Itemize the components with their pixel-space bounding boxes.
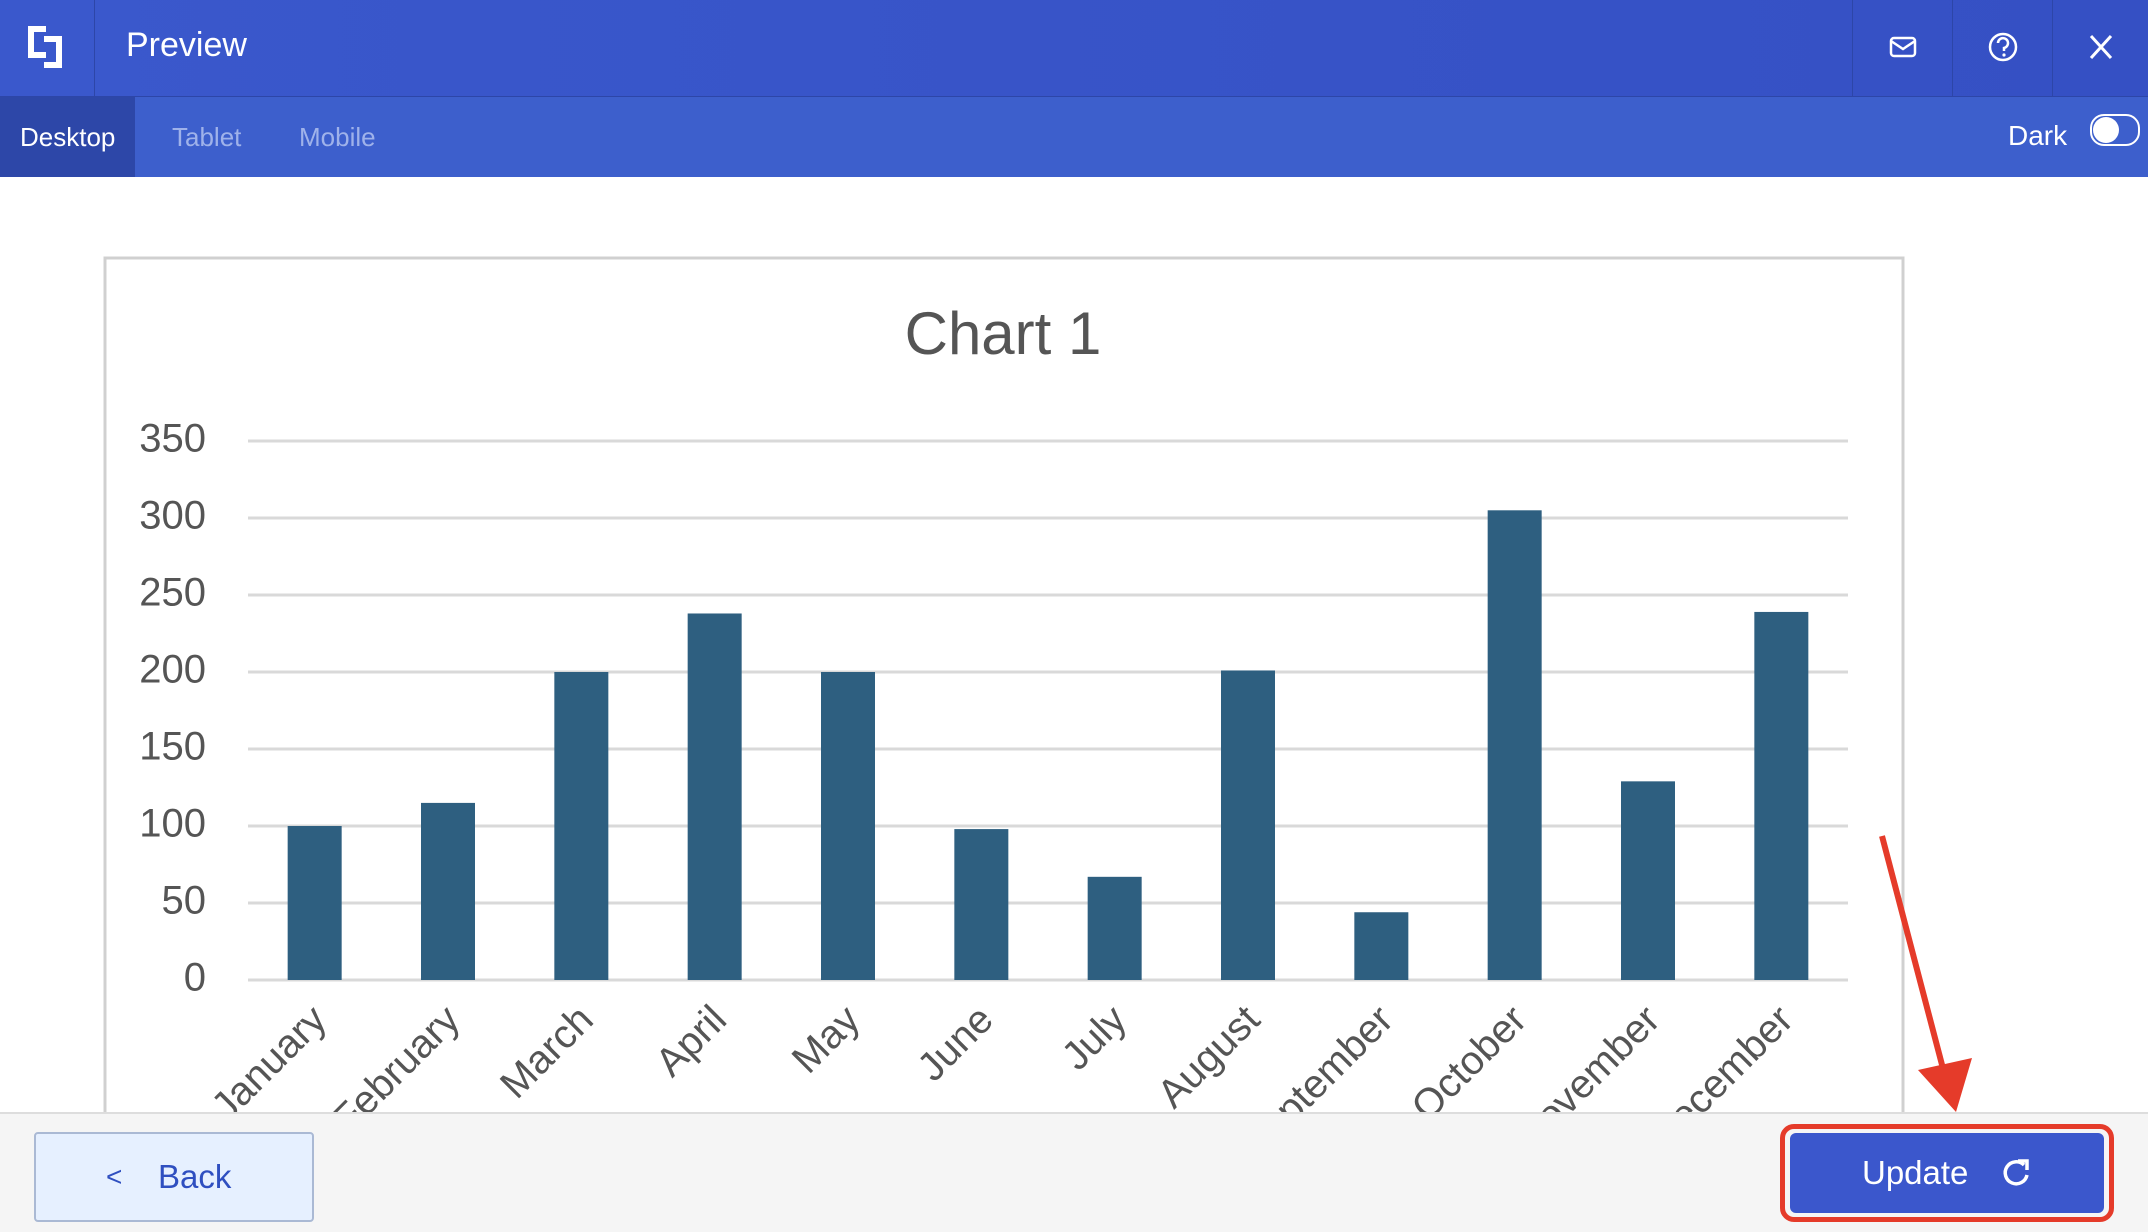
bar	[1087, 876, 1142, 980]
tab-bar: Desktop Tablet Mobile Dark	[0, 97, 2148, 177]
bar	[1621, 781, 1675, 980]
dark-label: Dark	[2008, 120, 2068, 151]
back-button[interactable]: < Back	[34, 1132, 314, 1222]
bar	[421, 802, 475, 980]
y-tick-label: 50	[162, 879, 207, 923]
bar	[1487, 510, 1542, 980]
dark-toggle[interactable]	[2090, 114, 2140, 146]
logo[interactable]	[24, 22, 66, 72]
tab[interactable]: Mobile	[299, 122, 376, 152]
footer: < Back Update	[0, 1112, 2148, 1232]
tab[interactable]: Desktop	[0, 97, 136, 177]
y-tick-label: 250	[139, 571, 206, 615]
y-tick-label: 150	[139, 725, 206, 769]
highlight	[1780, 1124, 2114, 1222]
back-label: Back	[158, 1158, 232, 1195]
bar	[687, 613, 742, 980]
help-button[interactable]	[1952, 0, 2053, 96]
y-tick-label: 200	[139, 648, 206, 692]
bar	[821, 672, 875, 980]
update-label: Update	[1862, 1154, 1969, 1191]
header: Preview	[0, 0, 2148, 97]
y-tick-label: 0	[184, 956, 206, 1000]
tab[interactable]: Tablet	[172, 122, 242, 152]
y-tick-label: 300	[139, 494, 206, 538]
header-title: Preview	[126, 26, 247, 64]
bar	[1754, 611, 1809, 980]
chart-title: Chart 1	[905, 300, 1102, 367]
bar	[287, 826, 342, 980]
bar	[954, 829, 1009, 980]
bar	[1354, 912, 1409, 980]
y-tick-label: 350	[139, 417, 206, 461]
y-tick-label: 100	[139, 802, 206, 846]
close-button[interactable]	[2052, 0, 2148, 96]
chart-frame	[103, 256, 1905, 1160]
mail-button[interactable]	[1852, 0, 1953, 96]
update-button[interactable]: Update	[1790, 1133, 2104, 1213]
bar	[554, 672, 609, 980]
bar	[1221, 670, 1275, 980]
